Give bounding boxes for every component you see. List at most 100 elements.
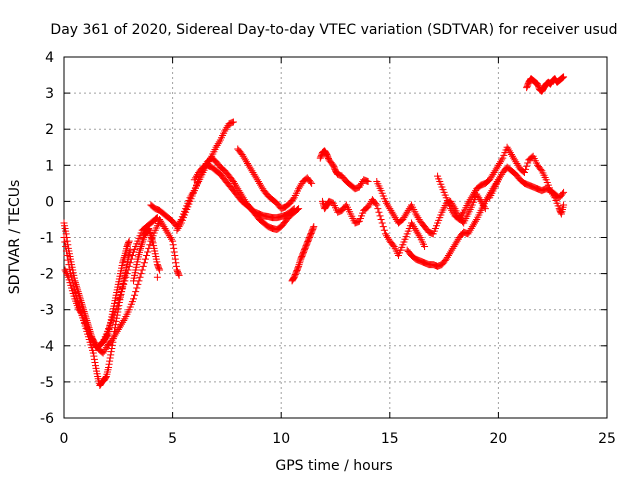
data-point <box>115 324 123 332</box>
data-point <box>143 252 151 260</box>
data-point <box>497 158 505 166</box>
data-point <box>412 210 420 218</box>
data-point <box>242 158 250 166</box>
data-point <box>160 223 168 231</box>
data-point <box>402 210 410 218</box>
y-axis-title: SDTVAR / TECUs <box>7 180 23 295</box>
data-point <box>405 205 413 213</box>
data-point <box>388 208 396 216</box>
data-point <box>115 295 123 303</box>
data-point <box>175 271 183 279</box>
data-point <box>447 248 455 256</box>
data-point <box>82 322 90 330</box>
data-point <box>171 252 179 260</box>
data-point <box>232 181 240 189</box>
data-point <box>86 329 94 337</box>
data-point <box>125 262 133 270</box>
data-point <box>122 273 130 281</box>
data-point <box>465 228 473 236</box>
data-point <box>134 280 142 288</box>
data-point <box>467 224 475 232</box>
data-point <box>106 357 114 365</box>
data-point <box>116 322 124 330</box>
data-point <box>549 190 557 198</box>
data-point <box>381 230 389 238</box>
data-point <box>112 306 120 314</box>
data-point <box>358 179 366 187</box>
data-point <box>157 217 165 225</box>
data-point <box>105 326 113 334</box>
data-point <box>173 226 181 234</box>
data-point <box>295 185 303 193</box>
data-point <box>139 235 147 243</box>
data-point <box>61 266 69 274</box>
data-point <box>101 345 109 353</box>
data-point <box>81 318 89 326</box>
series-arc-18 <box>523 73 568 95</box>
data-point <box>296 183 304 191</box>
data-point <box>318 197 326 205</box>
data-point <box>249 169 257 177</box>
data-point <box>387 206 395 214</box>
data-point <box>130 295 138 303</box>
data-point <box>410 223 418 231</box>
data-point <box>159 221 167 229</box>
data-point <box>498 156 506 164</box>
data-point <box>289 206 297 214</box>
data-point <box>112 317 120 325</box>
data-point <box>62 247 70 255</box>
data-point <box>389 210 397 218</box>
data-point <box>164 230 172 238</box>
data-point <box>62 230 70 238</box>
data-point <box>377 215 385 223</box>
data-point <box>63 252 71 260</box>
data-point <box>295 261 303 269</box>
data-point <box>241 156 249 164</box>
data-point <box>383 232 391 240</box>
data-point <box>448 206 456 214</box>
data-point <box>162 226 170 234</box>
data-point <box>464 199 472 207</box>
data-point <box>547 187 555 195</box>
y-tick-label: 0 <box>45 194 54 210</box>
data-point <box>446 250 454 258</box>
data-point <box>222 125 230 133</box>
data-point <box>77 308 85 316</box>
data-point <box>83 324 91 332</box>
y-tick-label: -6 <box>40 411 54 427</box>
data-point <box>307 178 315 186</box>
data-point <box>212 143 220 151</box>
series-arc-17 <box>486 163 568 218</box>
data-point <box>146 230 154 238</box>
data-point <box>156 266 164 274</box>
data-point <box>119 284 127 292</box>
data-point <box>138 266 146 274</box>
data-point <box>114 326 122 334</box>
data-point <box>107 351 115 359</box>
data-point <box>389 241 397 249</box>
data-point <box>490 169 498 177</box>
data-point <box>486 176 494 184</box>
data-point <box>495 159 503 167</box>
data-point <box>145 226 153 234</box>
data-point <box>466 196 474 204</box>
data-point <box>118 320 126 328</box>
data-point <box>374 205 382 213</box>
data-point <box>524 159 532 167</box>
data-point <box>172 259 180 267</box>
data-point <box>113 302 121 310</box>
data-point <box>111 331 119 339</box>
data-point <box>105 360 113 368</box>
data-point <box>229 178 237 186</box>
data-point <box>511 156 519 164</box>
data-point <box>376 212 384 220</box>
data-point <box>86 331 94 339</box>
data-point <box>109 335 117 343</box>
data-point <box>449 244 457 252</box>
data-point <box>169 237 177 245</box>
data-point <box>258 183 266 191</box>
series-arc-10 <box>234 145 316 213</box>
data-point <box>190 176 198 184</box>
data-point <box>149 237 157 245</box>
